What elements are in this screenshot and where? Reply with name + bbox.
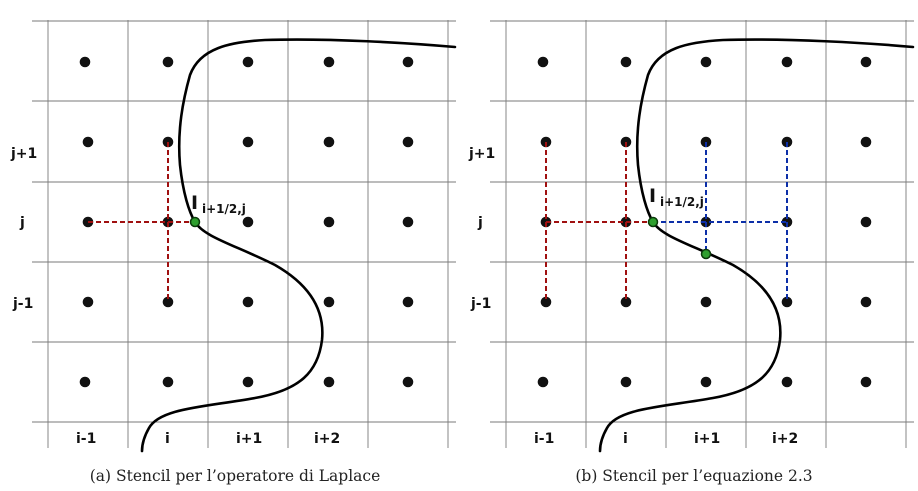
interface-point-label-a: I: [191, 192, 198, 214]
col-label-a-3: i+2: [314, 431, 340, 447]
interface-point-a: [191, 218, 200, 227]
interface-point-subscript-b: i+1/2,j: [660, 195, 704, 209]
col-label-a-1: i: [165, 431, 170, 447]
caption-b: (b) Stencil per l’equazione 2.3: [575, 467, 812, 485]
col-label-b-0: i-1: [534, 431, 554, 447]
col-label-b-1: i: [623, 431, 628, 447]
row-label-a-2: j-1: [12, 296, 33, 312]
stencil-blue-b: [653, 142, 787, 302]
interface-point-b-lower: [702, 250, 711, 259]
panel-a: I i+1/2,j j+1 j j-1 i-1 i i+1 i+2 (a) St…: [10, 20, 456, 485]
caption-a: (a) Stencil per l’operatore di Laplace: [90, 467, 381, 485]
interface-point-label-b: I: [649, 185, 656, 207]
row-label-b-2: j-1: [470, 296, 491, 312]
col-label-b-3: i+2: [772, 431, 798, 447]
col-label-b-2: i+1: [694, 431, 720, 447]
col-label-a-2: i+1: [236, 431, 262, 447]
row-label-b-0: j+1: [468, 146, 495, 162]
interface-point-subscript-a: i+1/2,j: [202, 202, 246, 216]
col-label-a-0: i-1: [76, 431, 96, 447]
row-label-a-1: j: [19, 215, 25, 231]
row-label-b-1: j: [477, 215, 483, 231]
panel-b: I i+1/2,j j+1 j j-1 i-1 i i+1 i+2 (b) St…: [468, 20, 914, 485]
row-label-a-0: j+1: [10, 146, 37, 162]
interface-point-b: [649, 218, 658, 227]
